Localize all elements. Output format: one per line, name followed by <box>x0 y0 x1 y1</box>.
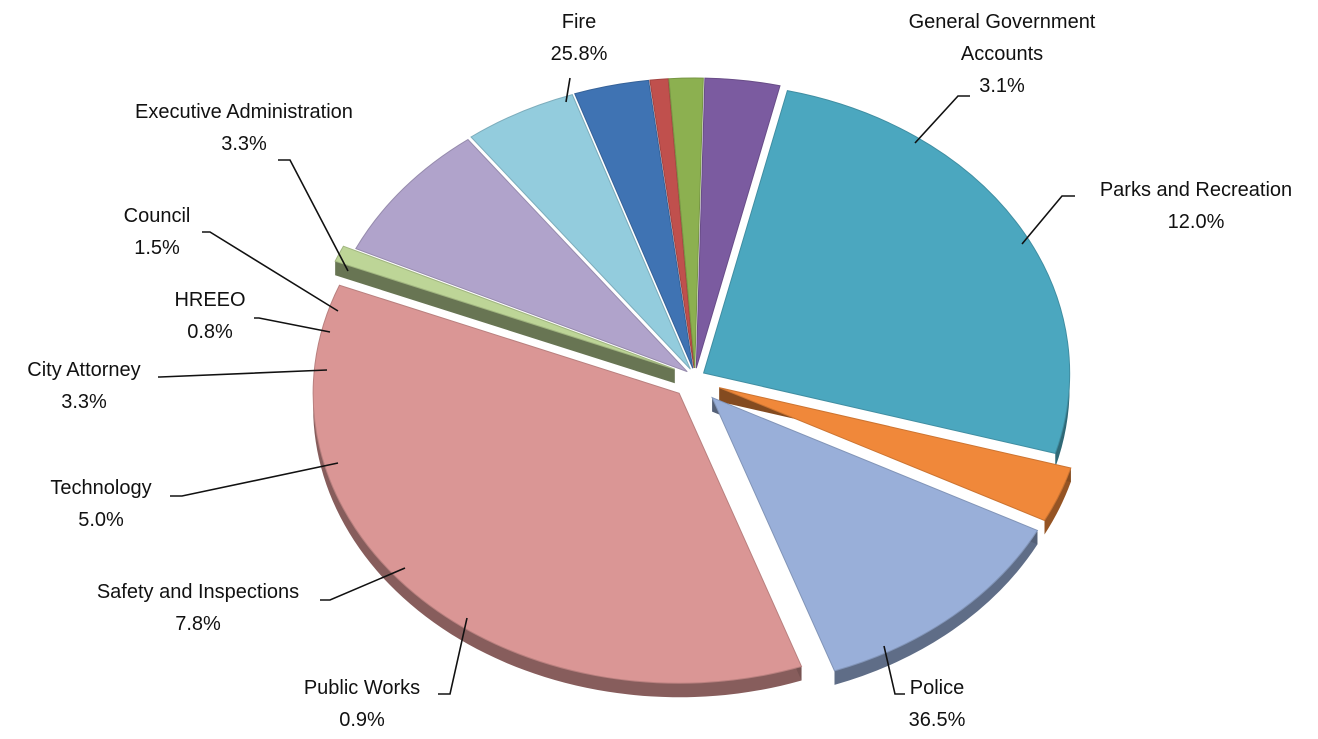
leader-line-general-government-accounts <box>914 95 970 144</box>
leader-line-parks-and-recreation <box>1021 195 1075 245</box>
leader-line-safety-and-inspections <box>320 567 406 601</box>
data-label-parks-and-recreation: Parks and Recreation 12.0% <box>1100 179 1292 233</box>
leader-line-public-works <box>438 617 468 695</box>
data-label-executive-administration: Executive Administration 3.3% <box>135 101 353 155</box>
slice-depth-parks-and-recreation <box>834 530 1038 685</box>
leader-line-police <box>883 645 905 695</box>
slice-fire <box>703 90 1071 454</box>
data-label-safety-and-inspections: Safety and Inspections 7.8% <box>97 581 299 635</box>
data-label-general-government-accounts: General Government Accounts 3.1% <box>909 11 1096 97</box>
slice-depth-police <box>313 393 802 698</box>
leader-line-council <box>202 231 339 312</box>
slice-police <box>312 284 803 684</box>
leader-lines <box>158 77 1075 695</box>
data-label-technology: Technology 5.0% <box>50 477 151 531</box>
slice-labels: Fire 25.8% General Government Accounts 3.1% P… <box>27 11 1292 731</box>
leader-line-technology <box>170 462 339 497</box>
slice-edge-public-works <box>335 261 675 384</box>
slice-general-government-accounts <box>718 387 1072 522</box>
leader-line-executive-administration <box>278 159 349 272</box>
data-label-hreeo: HREEO 0.8% <box>174 289 245 343</box>
data-label-public-works: Public Works 0.9% <box>304 677 420 731</box>
data-label-council: Council 1.5% <box>124 205 191 259</box>
leader-line-hreeo <box>254 317 331 333</box>
slice-city-attorney <box>574 79 694 369</box>
pie-slices <box>312 77 1072 684</box>
data-label-city-attorney: City Attorney 3.3% <box>27 359 140 413</box>
slice-council <box>668 77 704 369</box>
slice-technology <box>470 94 691 370</box>
slice-hreeo <box>649 78 695 369</box>
slice-executive-administration <box>695 77 781 369</box>
leader-line-city-attorney <box>158 369 328 378</box>
slice-safety-and-inspections <box>355 138 688 373</box>
leader-line-fire <box>565 77 571 103</box>
data-label-fire: Fire 25.8% <box>551 11 608 65</box>
data-label-police: Police 36.5% <box>909 677 966 731</box>
slice-parks-and-recreation <box>711 396 1039 672</box>
